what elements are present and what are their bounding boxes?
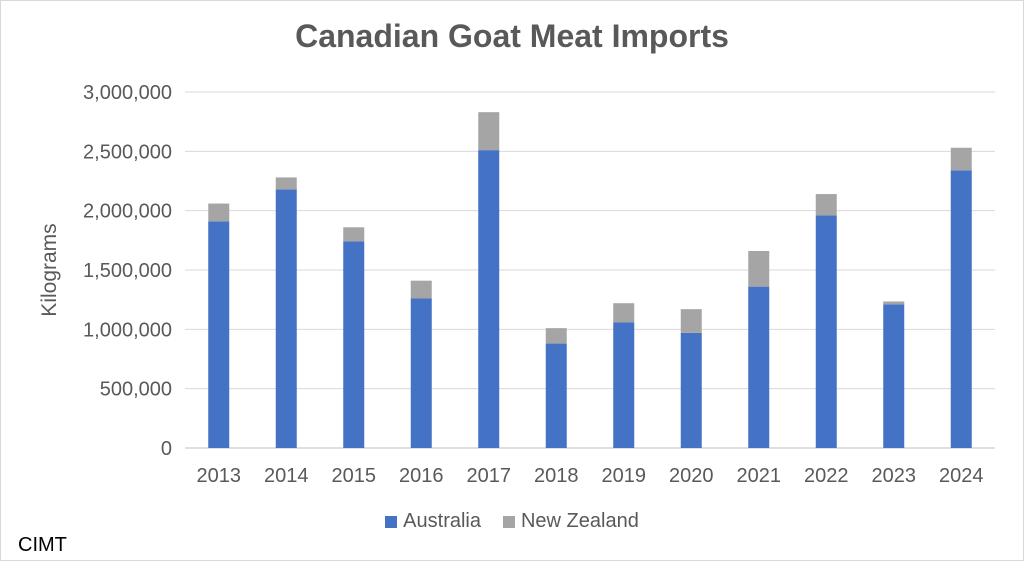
legend: Australia New Zealand xyxy=(0,510,1024,533)
x-tick-label: 2017 xyxy=(467,465,512,487)
bar-new-zealand-2024 xyxy=(950,147,972,171)
bar-australia-2018 xyxy=(545,343,567,448)
legend-label-australia: Australia xyxy=(403,510,481,532)
bar-australia-2022 xyxy=(815,215,837,448)
bar-new-zealand-2021 xyxy=(748,251,770,287)
legend-label-new-zealand: New Zealand xyxy=(520,510,639,532)
legend-item-new-zealand: New Zealand xyxy=(502,510,639,533)
y-tick-label: 1,500,000 xyxy=(83,260,172,282)
x-tick-label: 2016 xyxy=(399,465,444,487)
y-tick-label: 1,000,000 xyxy=(83,319,172,341)
y-tick-label: 0 xyxy=(161,438,172,460)
bar-australia-2015 xyxy=(343,241,365,448)
bar-new-zealand-2017 xyxy=(478,112,500,151)
y-tick-label: 3,000,000 xyxy=(83,82,172,104)
x-tick-label: 2013 xyxy=(197,465,242,487)
legend-swatch-new-zealand xyxy=(502,515,515,528)
bar-australia-2017 xyxy=(478,150,500,448)
bar-australia-2013 xyxy=(208,221,230,448)
bar-australia-2023 xyxy=(883,304,905,448)
bar-new-zealand-2020 xyxy=(680,309,702,333)
x-tick-label: 2018 xyxy=(534,465,579,487)
y-tick-label: 2,000,000 xyxy=(83,201,172,223)
x-tick-label: 2023 xyxy=(872,465,917,487)
bar-australia-2021 xyxy=(748,286,770,448)
source-label: CIMT xyxy=(18,534,67,556)
bar-australia-2019 xyxy=(613,322,635,448)
legend-swatch-australia xyxy=(385,515,398,528)
y-tick-label: 2,500,000 xyxy=(83,141,172,163)
bar-new-zealand-2016 xyxy=(410,280,432,299)
x-tick-label: 2021 xyxy=(737,465,782,487)
legend-item-australia: Australia xyxy=(385,510,481,533)
x-tick-label: 2015 xyxy=(332,465,377,487)
bar-new-zealand-2015 xyxy=(343,227,365,242)
bar-australia-2020 xyxy=(680,332,702,448)
x-tick-label: 2014 xyxy=(264,465,309,487)
x-tick-label: 2024 xyxy=(939,465,984,487)
bar-new-zealand-2018 xyxy=(545,328,567,344)
bar-new-zealand-2022 xyxy=(815,194,837,216)
bar-new-zealand-2019 xyxy=(613,303,635,323)
x-tick-label: 2019 xyxy=(602,465,647,487)
bar-australia-2014 xyxy=(275,189,297,448)
bar-new-zealand-2014 xyxy=(275,177,297,190)
x-tick-label: 2020 xyxy=(669,465,714,487)
bar-new-zealand-2023 xyxy=(883,301,905,305)
chart-title: Canadian Goat Meat Imports xyxy=(295,18,729,54)
x-tick-label: 2022 xyxy=(804,465,849,487)
bar-australia-2024 xyxy=(950,170,972,448)
bar-australia-2016 xyxy=(410,298,432,448)
bar-new-zealand-2013 xyxy=(208,203,230,222)
y-tick-label: 500,000 xyxy=(100,379,172,401)
